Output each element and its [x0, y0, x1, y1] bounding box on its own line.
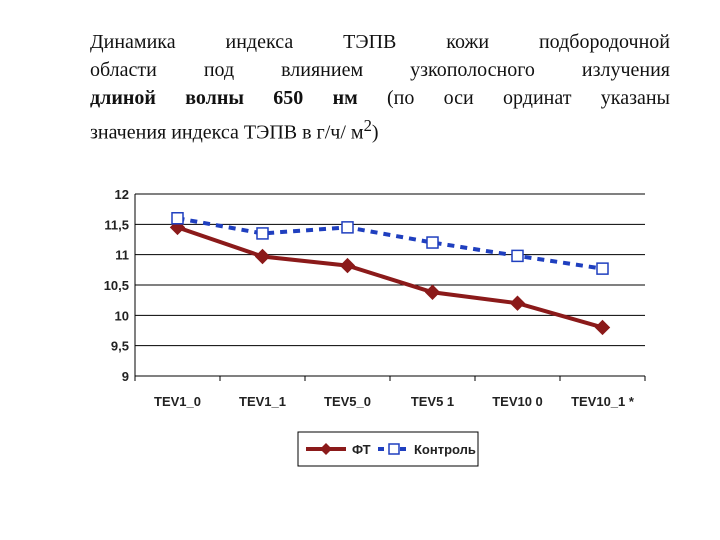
- caption-line-3-rest: (по оси ординат указаны: [357, 87, 670, 109]
- data-point-ft: [509, 295, 526, 311]
- data-point-control: [171, 212, 184, 225]
- series-line-ft: [176, 225, 604, 330]
- data-point-control: [511, 249, 524, 263]
- y-tick-label: 9,5: [111, 339, 129, 354]
- x-tick-label: TEV5_0: [324, 394, 371, 409]
- y-tick-label: 10: [115, 308, 129, 323]
- legend-label-control: Контроль: [414, 442, 476, 457]
- series-layer: [169, 212, 611, 336]
- data-point-ft: [594, 319, 611, 336]
- y-tick-label: 10,5: [104, 278, 129, 293]
- legend: ФТ Контроль: [297, 431, 479, 467]
- data-point-ft: [254, 248, 271, 265]
- caption-line-4-end: ): [371, 121, 379, 144]
- x-tick-label: TEV10 0: [492, 394, 543, 409]
- data-point-control: [426, 236, 439, 249]
- data-point-ft: [339, 257, 356, 274]
- caption-line-4: значения индекса ТЭПВ в г/ч/ м2): [90, 112, 670, 147]
- y-axis-ticks: 12 11,5 11 10,5 10 9,5 9: [104, 187, 129, 384]
- caption-units-superscript: 2: [363, 116, 372, 135]
- chart-container: 12 11,5 11 10,5 10 9,5 9 TEV1_0 TEV1_1 TEV5_0 TEV…: [90, 180, 660, 480]
- y-tick-label: 11: [115, 248, 129, 263]
- data-point-ft: [424, 284, 441, 300]
- y-tick-label: 12: [115, 187, 129, 202]
- y-tick-label: 9: [122, 369, 129, 384]
- x-tick-label: TEV5 1: [411, 394, 454, 409]
- caption-line-2: области под влиянием узкополосного излуч…: [90, 59, 670, 81]
- x-tick-label: TEV1_1: [239, 394, 286, 409]
- chart-caption: Динамика индекса ТЭПВ кожи подбородочной…: [90, 28, 670, 147]
- legend-marker-control: [388, 443, 400, 455]
- x-axis-ticks: TEV1_0 TEV1_1 TEV5_0 TEV5 1 TEV10 0 TEV10_1 *: [134, 376, 646, 409]
- caption-wavelength: длиной волны 650 нм: [90, 87, 358, 109]
- y-tick-label: 11,5: [104, 217, 129, 232]
- caption-line-1: Динамика индекса ТЭПВ кожи подбородочной: [90, 31, 670, 53]
- x-tick-label: TEV1_0: [154, 394, 201, 409]
- data-point-control: [256, 227, 269, 240]
- caption-line-4-text: значения индекса ТЭПВ в г/ч/ м: [90, 121, 364, 144]
- legend-label-ft: ФТ: [352, 442, 371, 457]
- grid-lines: [134, 193, 645, 377]
- caption-line-3: длиной волны 650 нм (по оси ординат указ…: [90, 84, 670, 112]
- x-tick-label: TEV10_1 *: [571, 394, 635, 409]
- data-point-control: [596, 262, 609, 275]
- series-line-control: [177, 216, 603, 271]
- legend-marker-ft: [320, 443, 332, 455]
- data-point-control: [341, 221, 354, 234]
